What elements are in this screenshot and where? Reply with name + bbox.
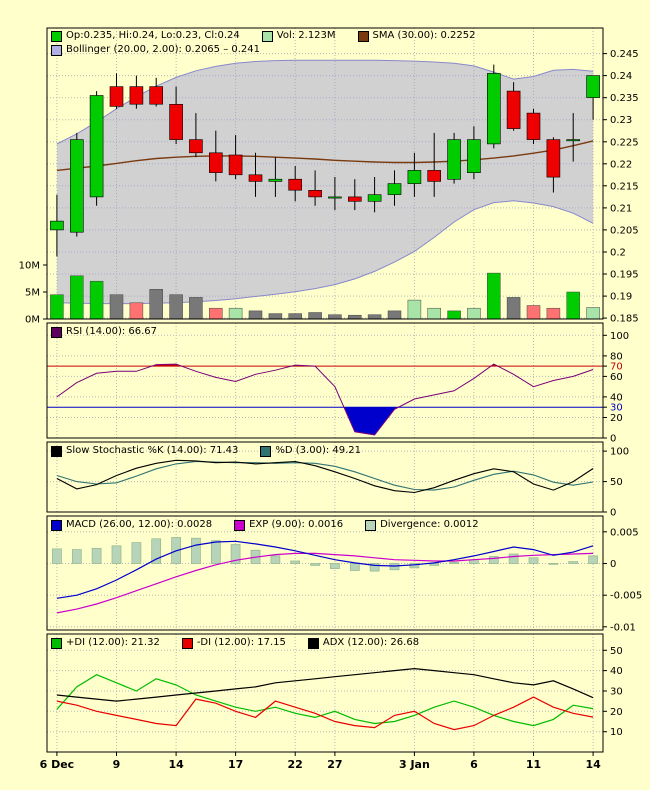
svg-text:6: 6 — [470, 758, 478, 771]
svg-text:0.185: 0.185 — [610, 314, 639, 325]
svg-text:3 Jan: 3 Jan — [399, 758, 430, 771]
svg-text:0.215: 0.215 — [610, 181, 639, 192]
svg-text:11: 11 — [526, 758, 541, 771]
rsi-swatch — [51, 326, 62, 338]
svg-text:17: 17 — [228, 758, 243, 771]
rsi-label: RSI (14.00): 66.67 — [66, 326, 158, 337]
ohlc-label: Op:0.235, Hi:0.24, Lo:0.23, Cl:0.24 — [66, 30, 240, 41]
adx-label: ADX (12.00): 26.68 — [322, 637, 420, 648]
legend-item-plus-di: +DI (12.00): 21.32 — [51, 637, 160, 649]
sma-label: SMA (30.00): 0.2252 — [372, 30, 476, 41]
legend-item-ohlc: Op:0.235, Hi:0.24, Lo:0.23, Cl:0.24 — [51, 30, 240, 42]
macd-swatch — [51, 519, 62, 531]
plus-di-label: +DI (12.00): 21.32 — [66, 637, 160, 648]
ohlc-swatch — [51, 30, 62, 42]
svg-text:50: 50 — [610, 477, 623, 488]
price-legend-row: Op:0.235, Hi:0.24, Lo:0.23, Cl:0.24 Vol:… — [51, 30, 476, 42]
price-panel-graphics: 0.2450.240.2350.230.2250.220.2150.210.20… — [19, 27, 639, 326]
legend-item-adx: ADX (12.00): 26.68 — [307, 637, 420, 649]
legend-item-stoch-k: Slow Stochastic %K (14.00): 71.43 — [51, 445, 238, 457]
macd-panel-graphics: 0.005 0 -0.005 -0.01 — [46, 515, 642, 633]
svg-text:14: 14 — [168, 758, 184, 771]
legend-item-exp: EXP (9.00): 0.0016 — [234, 519, 343, 531]
svg-text:0.19: 0.19 — [610, 292, 632, 303]
stoch-k-label: Slow Stochastic %K (14.00): 71.43 — [66, 445, 239, 456]
svg-text:60: 60 — [610, 372, 623, 383]
stochastic-legend-row: Slow Stochastic %K (14.00): 71.43 %D (3.… — [51, 445, 361, 457]
legend-item-volume: Vol: 2.123M — [261, 30, 336, 42]
svg-text:30: 30 — [610, 403, 623, 414]
svg-text:0.2: 0.2 — [610, 248, 626, 259]
legend-item-divergence: Divergence: 0.0012 — [365, 519, 479, 531]
plus-di-swatch — [51, 637, 62, 649]
svg-text:0: 0 — [610, 508, 616, 519]
svg-text:20: 20 — [610, 707, 623, 718]
svg-text:0.22: 0.22 — [610, 159, 632, 170]
volume-swatch — [261, 30, 273, 42]
svg-text:70: 70 — [610, 362, 623, 373]
bollinger-legend-row: Bollinger (20.00, 2.00): 0.2065 – 0.241 — [51, 44, 260, 56]
svg-text:0.205: 0.205 — [610, 225, 639, 236]
svg-text:0.21: 0.21 — [610, 203, 632, 214]
divergence-label: Divergence: 0.0012 — [380, 519, 479, 530]
svg-text:14: 14 — [585, 758, 601, 771]
sma-swatch — [357, 30, 369, 42]
divergence-swatch — [365, 519, 377, 531]
svg-text:0.24: 0.24 — [610, 71, 632, 82]
svg-text:0.235: 0.235 — [610, 93, 639, 104]
minus-di-label: -DI (12.00): 17.15 — [196, 637, 286, 648]
svg-text:6 Dec: 6 Dec — [40, 758, 75, 771]
svg-text:0.225: 0.225 — [610, 137, 639, 148]
svg-text:-0.005: -0.005 — [610, 591, 642, 602]
svg-text:0.195: 0.195 — [610, 270, 639, 281]
volume-label: Vol: 2.123M — [276, 30, 336, 41]
legend-item-rsi: RSI (14.00): 66.67 — [51, 326, 157, 338]
legend-item-minus-di: -DI (12.00): 17.15 — [181, 637, 286, 649]
legend-item-bollinger: Bollinger (20.00, 2.00): 0.2065 – 0.241 — [51, 44, 260, 56]
adx-swatch — [307, 637, 319, 649]
legend-item-sma: SMA (30.00): 0.2252 — [357, 30, 476, 42]
svg-text:10M: 10M — [19, 261, 40, 272]
svg-text:0.245: 0.245 — [610, 49, 639, 60]
svg-text:40: 40 — [610, 392, 623, 403]
stoch-d-swatch — [260, 445, 272, 457]
svg-text:100: 100 — [610, 447, 629, 458]
stoch-d-label: %D (3.00): 49.21 — [275, 445, 362, 456]
rsi-legend-row: RSI (14.00): 66.67 — [51, 326, 157, 338]
svg-text:9: 9 — [113, 758, 121, 771]
dmi-legend-row: +DI (12.00): 21.32 -DI (12.00): 17.15 AD… — [51, 637, 419, 649]
exp-label: EXP (9.00): 0.0016 — [249, 519, 344, 530]
dmi-panel-graphics: 50 40 30 20 10 — [46, 633, 623, 753]
macd-legend-row: MACD (26.00, 12.00): 0.0028 EXP (9.00): … — [51, 519, 479, 531]
svg-text:80: 80 — [610, 351, 623, 362]
macd-label: MACD (26.00, 12.00): 0.0028 — [66, 519, 213, 530]
bollinger-swatch — [51, 44, 62, 56]
minus-di-swatch — [181, 637, 193, 649]
legend-item-macd: MACD (26.00, 12.00): 0.0028 — [51, 519, 212, 531]
svg-text:0.005: 0.005 — [610, 527, 639, 538]
svg-text:100: 100 — [610, 331, 629, 342]
svg-text:0.23: 0.23 — [610, 115, 632, 126]
svg-text:-0.01: -0.01 — [610, 622, 636, 633]
stoch-k-swatch — [51, 445, 62, 457]
x-axis: 6 Dec 9 14 17 22 27 3 Jan 6 11 14 — [40, 752, 601, 771]
svg-text:20: 20 — [610, 413, 623, 424]
svg-text:22: 22 — [288, 758, 303, 771]
svg-text:5M: 5M — [25, 288, 40, 299]
svg-text:50: 50 — [610, 646, 623, 657]
svg-text:40: 40 — [610, 666, 623, 677]
svg-text:27: 27 — [327, 758, 342, 771]
svg-text:10: 10 — [610, 727, 623, 738]
svg-text:30: 30 — [610, 687, 623, 698]
svg-text:0M: 0M — [25, 315, 40, 326]
legend-item-stoch-d: %D (3.00): 49.21 — [260, 445, 361, 457]
svg-text:0: 0 — [610, 434, 616, 445]
bollinger-label: Bollinger (20.00, 2.00): 0.2065 – 0.241 — [66, 44, 261, 55]
svg-text:0: 0 — [610, 559, 616, 570]
exp-swatch — [234, 519, 246, 531]
stochastic-panel-graphics: 100 50 0 — [46, 441, 629, 519]
